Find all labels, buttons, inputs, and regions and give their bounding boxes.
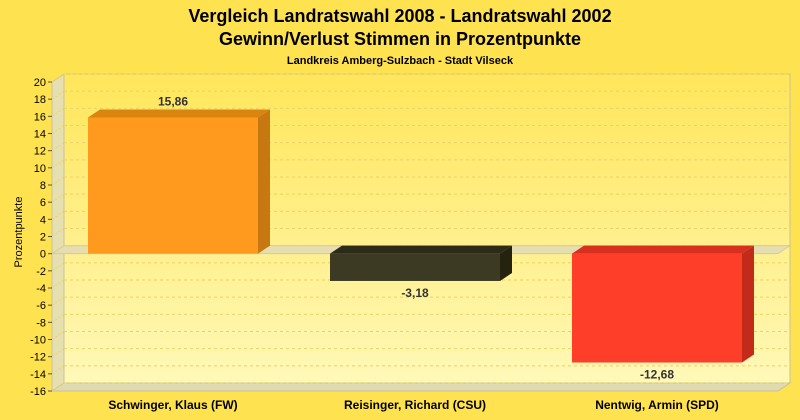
- y-axis-ticks: -16 -14 -12 -10 -8 -6 -4 -2 0 2 4 6 8 10 12 14 16 18 20: [30, 77, 52, 398]
- grid-line-side: [51, 125, 65, 134]
- bar-side: [742, 245, 754, 363]
- bar-top: [330, 245, 512, 254]
- bar-side: [258, 109, 270, 254]
- plot-floor: [50, 382, 792, 392]
- grid-line-side: [51, 348, 65, 358]
- grid-line-side: [51, 279, 65, 289]
- grid-line-side: [51, 73, 65, 83]
- y-tick-label: -10: [30, 335, 46, 347]
- bar-front: [88, 117, 258, 254]
- bars: [88, 109, 754, 363]
- y-tick-label: -12: [30, 352, 46, 364]
- y-tick-label: 16: [34, 111, 46, 123]
- y-tick-label: -6: [36, 300, 46, 312]
- y-tick-label: 6: [40, 197, 46, 209]
- y-axis-label: Prozentpunkte: [13, 197, 25, 268]
- y-tick-label: 0: [40, 249, 46, 261]
- bar-top: [572, 245, 754, 254]
- y-tick-label: 12: [34, 146, 46, 158]
- plot-left-wall: [51, 73, 65, 392]
- chart-subtitle: Landkreis Amberg-Sulzbach - Stadt Vilsec…: [287, 55, 514, 67]
- bar-front: [330, 253, 500, 281]
- y-tick-label: -14: [30, 369, 46, 381]
- y-tick-label: -16: [30, 386, 46, 398]
- y-tick-label: -4: [36, 283, 46, 295]
- y-tick-label: 14: [34, 129, 46, 141]
- x-tick-label: Schwinger, Klaus (FW): [108, 398, 237, 412]
- grid-line-side: [51, 262, 65, 272]
- grid-line-side: [51, 296, 65, 306]
- bar-side: [500, 245, 512, 281]
- bar-front: [572, 253, 742, 363]
- y-tick-label: -8: [36, 317, 46, 329]
- value-label: -12,68: [640, 368, 674, 382]
- y-tick-label: 18: [34, 94, 46, 106]
- grid-line-side: [51, 159, 65, 169]
- chart-subtitle-main: Gewinn/Verlust Stimmen in Prozentpunkte: [219, 29, 581, 49]
- y-tick-label: 8: [40, 180, 46, 192]
- y-tick-label: 2: [40, 232, 46, 244]
- grid-line-side: [51, 193, 65, 203]
- x-tick-label: Nentwig, Armin (SPD): [595, 398, 719, 412]
- grid-line-side: [51, 228, 65, 237]
- grid-line-side: [51, 365, 65, 375]
- grid-line-side: [51, 331, 65, 340]
- grid-line-side: [51, 176, 65, 186]
- grid-line-side: [51, 382, 65, 392]
- grid-line-side: [51, 90, 65, 100]
- value-labels: 15,86 -3,18 -12,68: [158, 95, 674, 382]
- y-tick-label: -2: [36, 266, 46, 278]
- grid-line-side: [51, 107, 65, 117]
- category-labels: Schwinger, Klaus (FW) Reisinger, Richard …: [108, 398, 718, 412]
- y-tick-label: 10: [34, 163, 46, 175]
- bar-top: [88, 109, 270, 118]
- y-tick-label: 4: [40, 214, 46, 226]
- value-label: -3,18: [401, 286, 429, 300]
- grid-line-side: [51, 313, 65, 323]
- value-label: 15,86: [158, 95, 188, 109]
- chart-title: Vergleich Landratswahl 2008 - Landratswa…: [188, 6, 611, 26]
- x-tick-label: Reisinger, Richard (CSU): [344, 398, 486, 412]
- grid-line-side: [51, 142, 65, 152]
- grid-line-side: [51, 210, 65, 220]
- y-tick-label: 20: [34, 77, 46, 89]
